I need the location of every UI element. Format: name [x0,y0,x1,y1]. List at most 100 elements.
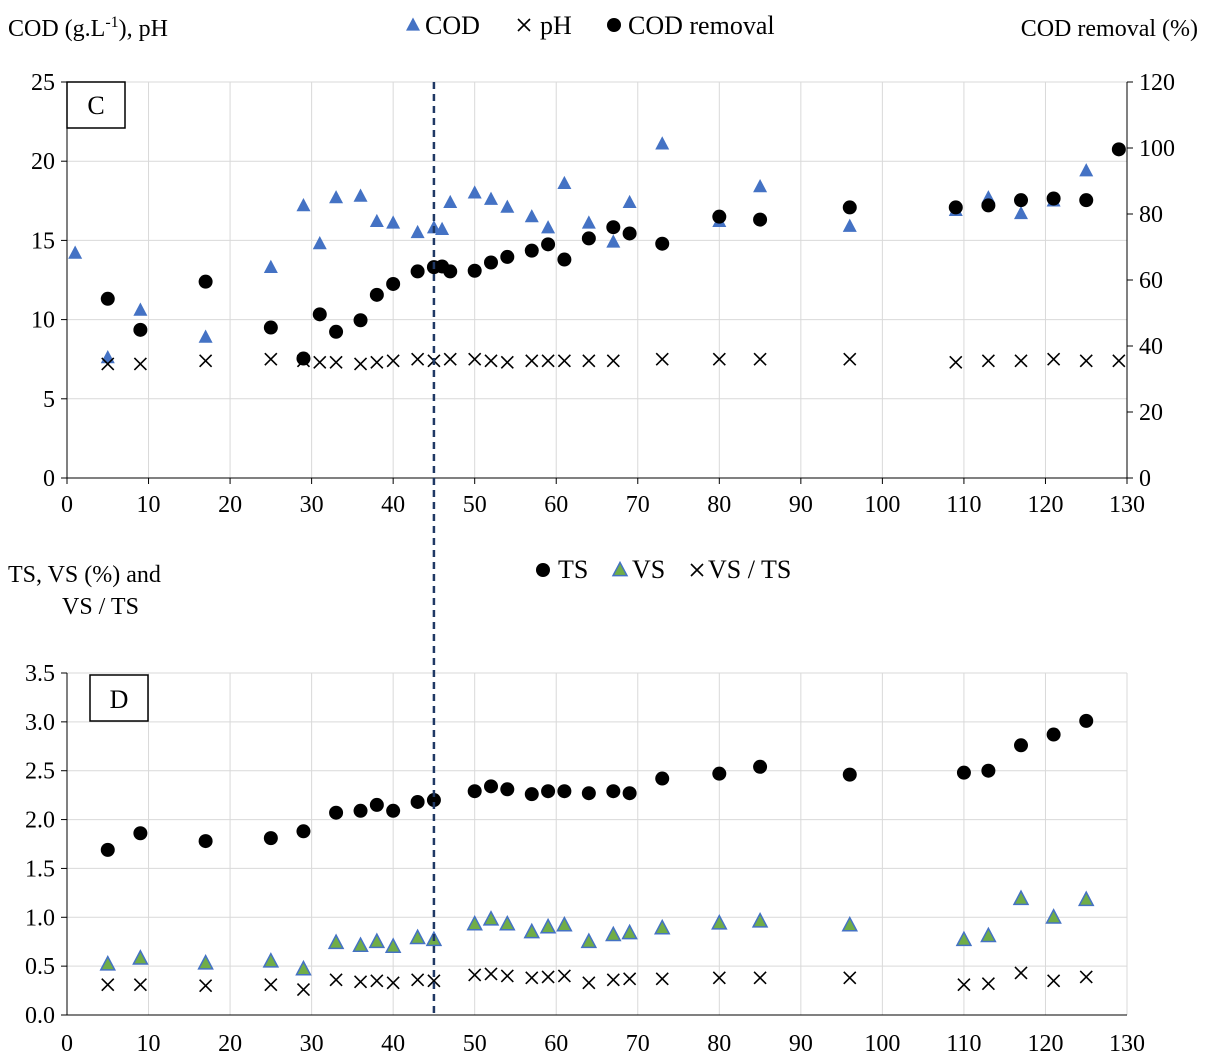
vs-ts-point [655,972,669,986]
ph-point [443,352,457,366]
y-tick-label-right: 80 [1139,202,1163,228]
vs-point [1012,889,1030,906]
cod-removal-point [557,252,572,267]
vs-ts-point [1047,974,1061,988]
ph-point [500,355,514,369]
panel-d-plot: 0 10 20 30 40 50 60 70 80 90 100 110 120 130 0.0 0.5 1.0… [25,661,1145,1057]
ts-point [100,842,115,857]
cod-point [1014,205,1028,220]
vs-ts-point [199,979,213,993]
ph-point [264,352,278,366]
x-tick-label: 70 [626,1031,650,1057]
cod-point [312,236,327,250]
x-tick-label: 20 [218,492,242,518]
vs-ts-point [623,972,637,986]
ph-point [712,352,726,366]
panel-c-plot: 0 10 20 30 40 50 60 70 80 90 100 110 120 130051015202… [31,70,1175,518]
vs-ts-point [468,968,482,982]
panel-c-label: C [87,91,104,120]
cod-removal-point [524,243,539,258]
panel-c-legend: COD pH COD removal [406,11,775,40]
ph-point [753,352,767,366]
cod-point [500,199,515,213]
x-tick-label: 30 [300,1031,324,1057]
x-tick-label: 100 [864,492,900,518]
ts-point [133,826,148,841]
ts-point [842,767,857,782]
ts-point [410,794,425,809]
cod-point [581,215,596,229]
vs-ts-point [582,976,596,990]
panel-c-label-box [66,81,126,129]
vs-ts-point [264,978,278,992]
y-tick-label-right: 120 [1139,70,1175,96]
ts-point [1014,738,1028,753]
vs-ts-point [353,975,368,989]
cod-point [1079,163,1094,177]
ts-point [263,831,278,846]
cod-point [622,194,637,209]
cod-removal-point [386,276,401,291]
vs-point [99,955,117,971]
cod-point [443,194,458,209]
cod-point [329,190,344,204]
cod-point [133,302,148,316]
ph-point [484,354,498,368]
legend-vs-ts-label: VS / TS [708,555,791,584]
cod-removal-point [312,307,327,322]
y-tick-label-left: 10 [31,308,55,334]
x-tick-label: 60 [544,492,568,518]
cod-removal-point [712,209,727,224]
vs-ts-point [843,971,857,985]
vs-ts-point [712,971,726,985]
ts-point [296,824,311,839]
x-tick-label: 70 [626,492,650,518]
vs-ts-point [981,977,995,991]
cod-removal-point [296,351,311,366]
cod-point [68,245,83,259]
vs-point [327,933,345,950]
x-tick-label: 80 [707,1031,731,1057]
ts-point [426,793,441,808]
vs-point [523,922,541,939]
ph-point [411,352,425,366]
x-tick-label: 100 [864,1031,900,1057]
cod-point [484,191,498,205]
x-tick-label: 130 [1109,492,1145,518]
legend-cod-removal-marker [607,18,621,32]
y-tick-label: 3.5 [25,661,55,687]
cod-removal-point [100,291,115,306]
ph-point [353,357,368,371]
legend-vs-label: VS [632,555,665,584]
ph-point [1014,354,1028,368]
cod-point [100,350,115,364]
vs-ts-point [557,969,571,983]
cod-removal-point [581,231,596,246]
y-tick-label: 0.5 [25,954,55,980]
ph-point [843,352,857,366]
ph-point [655,352,669,366]
vs-point [262,952,280,968]
ph-point [386,354,400,368]
cod-removal-point [1111,142,1126,157]
cod-removal-point [842,200,857,215]
legend-ph-marker [517,18,531,32]
x-tick-label: 120 [1027,1031,1063,1057]
vs-point [499,914,516,931]
vs-ts-point [1014,966,1028,980]
cod-removal-point [133,322,148,337]
ph-point [582,354,596,368]
ts-point [541,784,556,799]
panel-c-left-axis-title: COD (g.L-1), pH [8,14,168,42]
cod-point [524,209,539,223]
ts-point [622,786,637,801]
ph-point [1047,352,1061,366]
cod-point [467,185,482,199]
cod-point [263,259,278,273]
x-tick-label: 40 [381,1031,405,1057]
y-tick-label-right: 100 [1139,136,1175,162]
legend-vs-ts-marker [690,563,704,577]
panel-d-label-box [89,674,149,722]
x-tick-label: 120 [1027,492,1063,518]
cod-removal-point [606,220,621,235]
